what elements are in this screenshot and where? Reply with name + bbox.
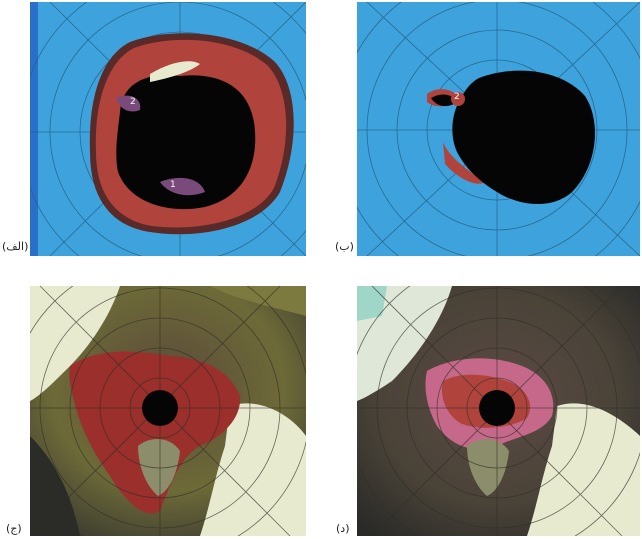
panel-b-label: (ب) <box>335 240 354 253</box>
panel-a-marker-1: 1 <box>170 180 176 190</box>
panel-c-label: (ج) <box>6 522 22 535</box>
panel-d-arctic-sea-ice-mixed <box>357 286 640 536</box>
panel-d-pole-hole <box>479 390 515 426</box>
panel-c-arctic-sea-ice-red <box>30 286 306 536</box>
panel-a-antarctic-sea-ice-max: 2 1 <box>30 2 306 256</box>
panel-a-map <box>30 2 306 256</box>
panel-b-marker-2: 2 <box>454 92 460 102</box>
panel-c-map <box>30 286 306 536</box>
panel-d-label: (د) <box>336 522 350 535</box>
panel-b-antarctic-sea-ice-min: 2 <box>357 2 640 256</box>
panel-a-label: (الف) <box>2 240 29 253</box>
panel-b-map <box>357 2 640 256</box>
panel-a-marker-2: 2 <box>130 97 136 107</box>
panel-d-map <box>357 286 640 536</box>
panel-c-pole-hole <box>142 390 178 426</box>
